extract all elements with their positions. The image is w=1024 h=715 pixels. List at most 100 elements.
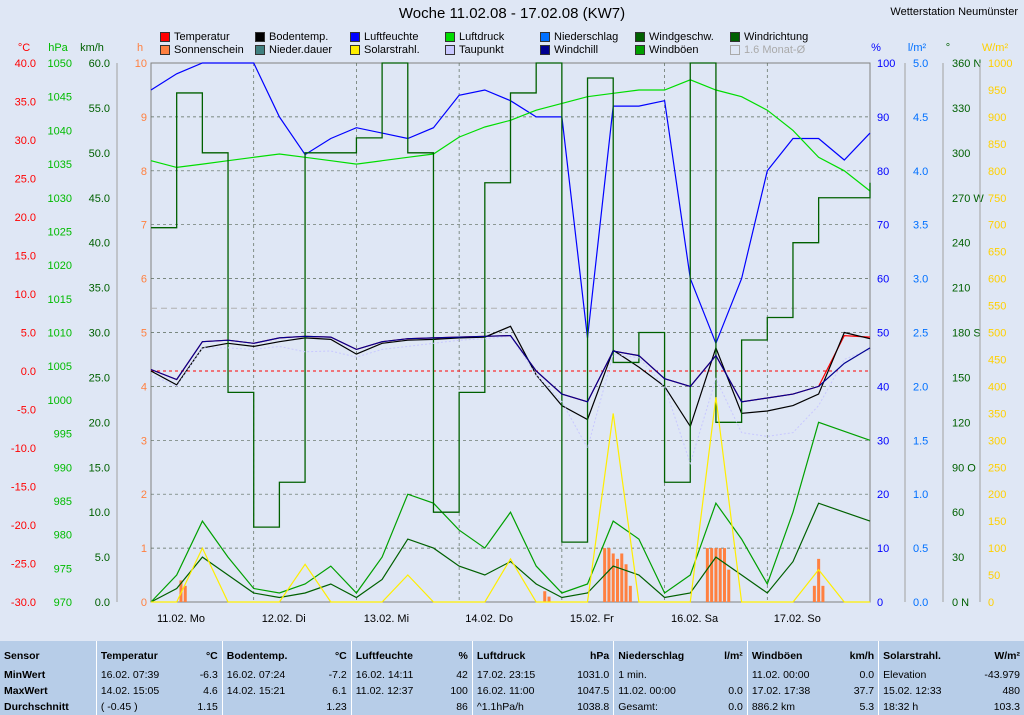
stats-value: 86 <box>456 701 468 713</box>
stats-value: 0.0 <box>859 669 875 681</box>
pressure-axis-tick: 970 <box>54 597 72 609</box>
rain-axis-tick: 2.0 <box>913 381 928 393</box>
pressure-axis-tick: 1045 <box>48 92 72 104</box>
stats-cell <box>350 699 439 715</box>
wind-axis-tick: 30.0 <box>89 328 110 340</box>
sunshine-bar <box>620 553 624 602</box>
series-windrichtung <box>151 62 871 543</box>
stats-value: -7.2 <box>328 669 347 681</box>
stats-value: 0.0 <box>728 701 743 713</box>
stats-cell: 15.02. 12:33 <box>878 683 967 699</box>
rain-axis-tick: 1.0 <box>913 489 928 501</box>
pressure-axis-tick: 1005 <box>48 361 72 373</box>
direction-axis-unit: ° <box>946 42 950 54</box>
legend-swatch <box>540 45 550 55</box>
sunshine-bar <box>718 548 722 602</box>
pressure-axis-tick: 1025 <box>48 226 72 238</box>
stats-value: 37.7 <box>853 685 875 697</box>
solar-axis-unit: W/m² <box>982 42 1009 54</box>
legend-swatch <box>635 32 645 42</box>
wind-axis-tick: 0.0 <box>95 597 110 609</box>
sunshine-bar <box>611 553 615 602</box>
rain-axis-tick: 4.0 <box>913 166 928 178</box>
temp-axis-tick: 20.0 <box>15 212 36 224</box>
legend-item: Niederschlag <box>540 31 618 43</box>
legend-label: Solarstrahl. <box>364 44 420 56</box>
sun-axis-tick: 0 <box>141 597 147 609</box>
sunshine-bar <box>710 548 714 602</box>
temp-axis-tick: 40.0 <box>15 58 36 70</box>
sun-axis-unit: h <box>137 42 143 54</box>
wind-axis-tick: 25.0 <box>89 372 110 384</box>
stats-cell: 11.02. 00:00 <box>746 667 836 683</box>
sunshine-bar <box>607 548 611 602</box>
pressure-axis-tick: 1050 <box>48 58 72 70</box>
day-labels: 11.02. Mo 12.02. Di 13.02. Mi 14.02. Do 15.0… <box>157 613 821 625</box>
stats-unit: W/m² <box>994 650 1020 662</box>
legend-item: Taupunkt <box>445 44 504 56</box>
stats-header: Solarstrahl. <box>878 641 967 667</box>
sun-axis-tick: 7 <box>141 220 147 232</box>
legend-item: Windchill <box>540 44 598 56</box>
stats-cell: 17.02. 23:15 <box>471 667 561 683</box>
stats-value: 42 <box>456 669 468 681</box>
legend-swatch <box>350 32 360 42</box>
wind-axis-tick: 10.0 <box>89 507 110 519</box>
pressure-axis-tick: 1035 <box>48 159 72 171</box>
humidity-axis-tick: 30 <box>877 435 889 447</box>
stats-cell: 16.02. 11:00 <box>471 683 561 699</box>
legend-swatch <box>635 45 645 55</box>
humidity-axis-tick: 50 <box>877 328 889 340</box>
pressure-axis-tick: 1010 <box>48 328 72 340</box>
stats-value: 5.3 <box>859 701 875 713</box>
stats-value: 1047.5 <box>577 685 610 697</box>
wind-axis-tick: 5.0 <box>95 552 110 564</box>
wind-axis-tick: 45.0 <box>89 193 110 205</box>
wind-axis-tick: 50.0 <box>89 148 110 160</box>
stats-cell: 16.02. 14:11 <box>350 667 439 683</box>
sunshine-bar <box>543 591 547 602</box>
legend-swatch <box>160 32 170 42</box>
sunshine-bar <box>624 564 628 602</box>
legend-item: Windrichtung <box>730 31 808 43</box>
wind-axis-tick: 55.0 <box>89 103 110 115</box>
stats-value: -43.979 <box>984 669 1020 681</box>
solar-axis-tick: 400 <box>988 381 1006 393</box>
rain-axis-unit: l/m² <box>908 42 927 54</box>
stats-row: MaxWert 14.02. 15:05 4.6 14.02. 15:21 6.1 11.… <box>0 683 1024 699</box>
pressure-axis-tick: 1020 <box>48 260 72 272</box>
temp-axis-tick: -10.0 <box>11 443 36 455</box>
pressure-axis: 1050 1045 1040 1035 1030 1025 1020 1015 1010 1005… <box>48 42 72 609</box>
direction-axis-tick: 90 O <box>952 462 976 474</box>
wind-axis: 60.0 55.0 50.0 45.0 40.0 35.0 30.0 25.0 20.0 15.0… <box>80 42 110 609</box>
legend-swatch <box>160 45 170 55</box>
direction-axis: 360 N 330 300 270 W 240 210 180 S 150 120 90 O 60 3… <box>946 42 985 609</box>
legend-swatch <box>255 45 265 55</box>
stats-value: 1.15 <box>197 701 218 713</box>
temp-axis-tick: 35.0 <box>15 97 36 109</box>
humidity-axis-tick: 60 <box>877 274 889 286</box>
legend-label: 1.6 Monat-Ø <box>744 44 806 56</box>
stats-unit: l/m² <box>724 650 743 662</box>
weather-chart: 40.035.030.025.020.015.010.05.00.0-5.0-1… <box>11 42 1013 625</box>
stats-table: Sensor Temperatur °C Bodentemp. °C Luftfeucht… <box>0 641 1024 715</box>
solar-axis-tick: 850 <box>988 139 1006 151</box>
stats-cell: 16.02. 07:39 <box>95 667 185 683</box>
solar-axis-tick: 100 <box>988 543 1006 555</box>
stats-row-label: MinWert <box>4 669 46 681</box>
stats-cell: 17.02. 17:38 <box>746 683 836 699</box>
day-label: 15.02. Fr <box>570 613 614 625</box>
solar-axis-tick: 350 <box>988 408 1006 420</box>
rain-axis-tick: 0.5 <box>913 543 928 555</box>
temp-axis-tick: -30.0 <box>11 597 36 609</box>
stats-cell: ( -0.45 ) <box>95 699 185 715</box>
series-windgeschw- <box>150 502 871 603</box>
temp-axis-tick: 25.0 <box>15 174 36 186</box>
legend-swatch <box>730 32 740 42</box>
direction-axis-tick: 30 <box>952 552 964 564</box>
rain-axis-tick: 0.0 <box>913 597 928 609</box>
temp-axis: 40.0 35.0 30.0 25.0 20.0 15.0 10.0 5.0 0.0 -5.0 -1… <box>11 42 36 609</box>
legend-item: Sonnenschein <box>160 44 244 56</box>
stats-unit: °C <box>334 650 347 662</box>
stats-header: Niederschlag <box>613 641 712 667</box>
